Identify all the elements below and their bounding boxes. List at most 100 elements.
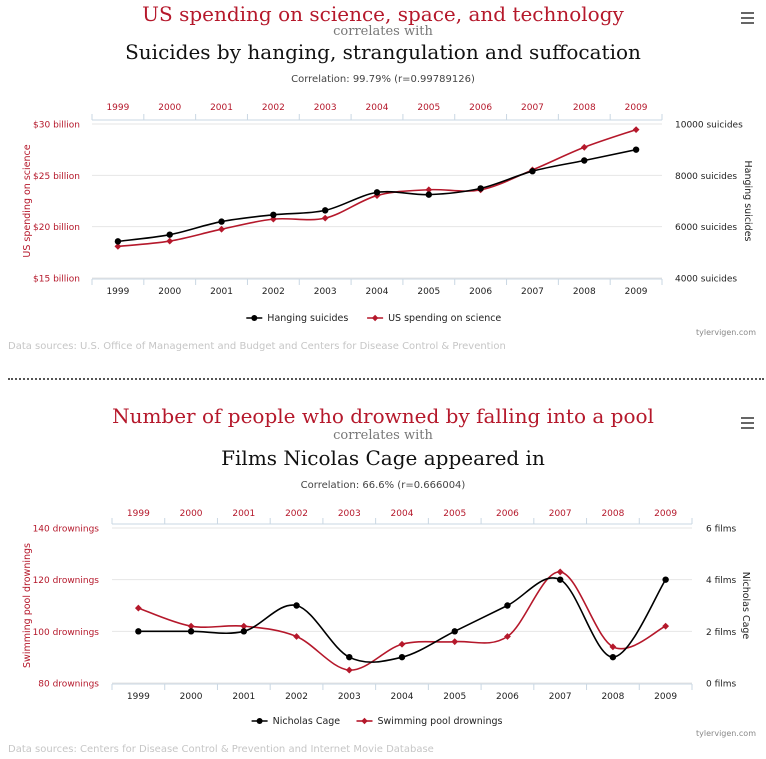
correlation-text: Correlation: 99.79% (r=0.99789126): [291, 74, 475, 85]
right-tick-label: 4000 suicides: [675, 275, 737, 285]
chart-2-svg: 80 drownings 0 films 100 drownings 2 films 1…: [22, 509, 751, 727]
left-tick-label: 120 drownings: [33, 576, 100, 586]
data-point-hanging-suicides: [270, 211, 277, 219]
top-year-label: 2004: [366, 103, 389, 113]
bottom-year-label: 2008: [573, 287, 596, 297]
bottom-year-label: 1999: [106, 287, 129, 297]
chart-title-primary: US spending on science, space, and techn…: [142, 2, 624, 26]
bottom-year-label: 2007: [549, 692, 572, 702]
chart-title-connector: correlates with: [333, 24, 433, 39]
data-point-swimming-pool-drownings: [451, 638, 459, 646]
data-point-hanging-suicides: [114, 238, 122, 245]
legend-label-us-spending-on-science: US spending on science: [388, 313, 501, 324]
top-year-label: 2005: [443, 509, 466, 519]
top-year-label: 2002: [285, 509, 308, 519]
hamburger-menu-icon[interactable]: [740, 11, 756, 25]
bottom-year-label: 2002: [262, 287, 285, 297]
data-point-hanging-suicides: [166, 231, 173, 238]
top-year-label: 2006: [496, 509, 519, 519]
bottom-year-label: 2003: [314, 287, 337, 297]
bottom-year-label: 2001: [210, 287, 233, 297]
data-point-us-spending-on-science: [580, 143, 588, 151]
data-point-us-spending-on-science: [425, 186, 433, 194]
data-sources: Data sources: U.S. Office of Management …: [8, 341, 506, 352]
chart-title-primary: Number of people who drowned by falling …: [112, 404, 654, 428]
data-point-nicholas-cage: [451, 628, 458, 635]
data-point-hanging-suicides: [218, 218, 225, 225]
bottom-year-label: 2008: [601, 692, 624, 702]
credit-link[interactable]: tylervigen.com: [696, 328, 756, 337]
bottom-year-label: 2007: [521, 287, 544, 297]
chart-1-svg: $15 billion 4000 suicides $20 billion 6000 …: [22, 103, 753, 324]
chart-title-secondary: Films Nicolas Cage appeared in: [221, 446, 545, 470]
data-point-nicholas-cage: [398, 653, 406, 661]
data-point-us-spending-on-science: [166, 237, 174, 245]
right-tick-label: 10000 suicides: [675, 121, 743, 131]
data-point-nicholas-cage: [135, 628, 142, 635]
bottom-year-label: 2000: [158, 287, 181, 297]
data-point-swimming-pool-drownings: [556, 568, 564, 576]
left-tick-label: 100 drownings: [33, 628, 100, 638]
bottom-year-label: 2002: [285, 692, 308, 702]
left-tick-label: $25 billion: [33, 172, 80, 182]
top-year-label: 2008: [573, 103, 596, 113]
panel-divider: [8, 378, 764, 380]
chart-panel-2: Number of people who drowned by falling …: [0, 388, 766, 759]
top-year-label: 2002: [262, 103, 285, 113]
data-point-swimming-pool-drownings: [187, 622, 195, 630]
data-point-nicholas-cage: [240, 628, 248, 635]
bottom-year-label: 2006: [496, 692, 519, 702]
bottom-year-label: 2000: [180, 692, 203, 702]
top-year-label: 2000: [180, 509, 203, 519]
top-year-label: 2006: [469, 103, 492, 113]
right-axis-title: Hanging suicides: [742, 160, 753, 241]
left-tick-label: 80 drownings: [38, 680, 99, 690]
legend-marker-us-spending-on-science: [371, 314, 379, 322]
data-point-nicholas-cage: [187, 628, 195, 635]
legend-label-swimming-pool-drownings: Swimming pool drownings: [378, 716, 503, 727]
chart-title-connector: correlates with: [333, 428, 433, 443]
top-year-label: 2004: [391, 509, 414, 519]
bottom-year-label: 2001: [232, 692, 255, 702]
bottom-year-label: 2006: [469, 287, 492, 297]
data-point-nicholas-cage: [504, 602, 511, 609]
chart-title-secondary: Suicides by hanging, strangulation and s…: [125, 40, 641, 64]
top-year-label: 2007: [521, 103, 544, 113]
legend-label-hanging-suicides: Hanging suicides: [267, 313, 348, 324]
series-line-swimming-pool-drownings: [138, 571, 666, 671]
bottom-year-label: 2005: [443, 692, 466, 702]
data-point-swimming-pool-drownings: [345, 666, 353, 674]
right-tick-label: 4 films: [706, 576, 737, 586]
right-tick-label: 6000 suicides: [675, 223, 737, 233]
top-year-label: 2003: [338, 509, 361, 519]
data-point-swimming-pool-drownings: [293, 633, 300, 640]
legend-label-nicholas-cage: Nicholas Cage: [273, 716, 341, 727]
credit-link[interactable]: tylervigen.com: [696, 729, 756, 738]
data-point-swimming-pool-drownings: [398, 640, 406, 648]
top-year-label: 2005: [417, 103, 440, 113]
data-point-us-spending-on-science: [114, 242, 122, 250]
data-point-nicholas-cage: [556, 576, 564, 583]
top-year-label: 2007: [549, 509, 572, 519]
right-tick-label: 2 films: [706, 628, 737, 638]
data-point-hanging-suicides: [373, 189, 381, 196]
left-tick-label: $15 billion: [33, 275, 80, 285]
bottom-year-label: 2004: [391, 692, 414, 702]
bottom-year-label: 2009: [625, 287, 648, 297]
right-tick-label: 8000 suicides: [675, 172, 737, 182]
data-point-us-spending-on-science: [321, 214, 329, 222]
data-point-hanging-suicides: [581, 157, 588, 164]
legend-marker-nicholas-cage: [256, 718, 263, 724]
legend-marker-hanging-suicides: [251, 315, 258, 321]
top-year-label: 1999: [127, 509, 150, 519]
left-tick-label: $20 billion: [33, 223, 80, 233]
top-year-label: 2003: [314, 103, 337, 113]
left-tick-label: $30 billion: [33, 121, 80, 131]
data-point-nicholas-cage: [609, 653, 617, 661]
hamburger-menu-icon[interactable]: [740, 416, 756, 430]
chart-panel-1: US spending on science, space, and techn…: [0, 0, 766, 372]
bottom-year-label: 2003: [338, 692, 361, 702]
data-sources: Data sources: Centers for Disease Contro…: [8, 744, 434, 755]
data-point-swimming-pool-drownings: [134, 604, 142, 612]
series-line-nicholas-cage: [138, 577, 667, 663]
